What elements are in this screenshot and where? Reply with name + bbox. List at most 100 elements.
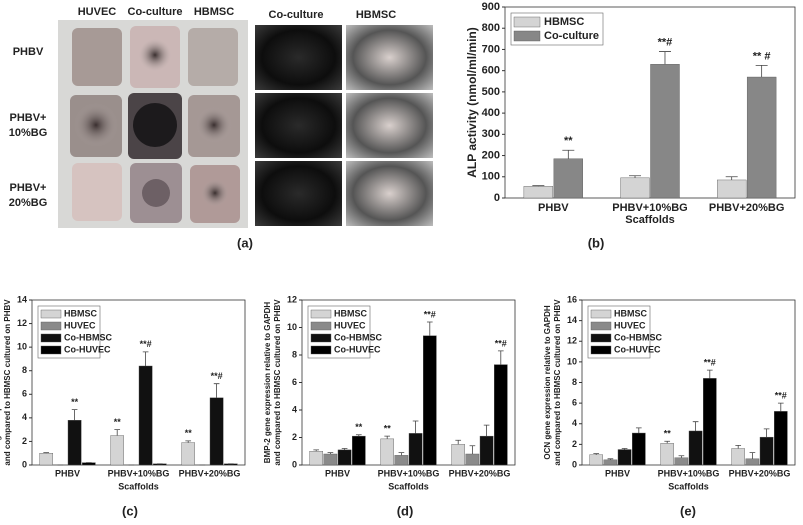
error-bar <box>327 452 334 454</box>
significance-label: ** <box>384 424 392 434</box>
y-tick-label: 4 <box>22 412 27 422</box>
bar <box>717 179 747 199</box>
bar <box>39 453 53 466</box>
micrographs <box>255 25 433 226</box>
y-tick-label: 14 <box>567 315 577 325</box>
error-bar <box>664 440 671 444</box>
bar <box>589 454 603 466</box>
bar <box>451 444 466 466</box>
row-label: 10%BG <box>9 127 48 139</box>
y-tick-label: 10 <box>567 356 577 366</box>
bar <box>380 438 395 466</box>
x-axis-label: Scaffolds <box>625 214 675 226</box>
error-bar <box>706 369 713 379</box>
y-tick-label: 2 <box>292 432 297 442</box>
bar <box>660 443 674 466</box>
y-axis-label: ALP gene expression relative to GAPDH <box>0 306 2 459</box>
legend-swatch <box>310 309 332 319</box>
legend-label: Co-HBMSC <box>614 332 662 342</box>
error-bar <box>341 448 348 450</box>
error-bar <box>114 429 121 436</box>
y-axis-label: BMP-2 gene expression relative to GAPDH <box>263 302 272 464</box>
legend-swatch <box>40 333 62 343</box>
plot-frame <box>504 6 796 199</box>
bar <box>553 158 583 199</box>
legend-swatch <box>40 309 62 319</box>
x-axis-label: Scaffolds <box>118 481 159 491</box>
bar <box>110 435 124 466</box>
bar <box>620 177 650 199</box>
y-tick-label: 8 <box>572 377 577 387</box>
x-axis-label: Scaffolds <box>668 481 709 491</box>
significance-label: ** <box>114 417 122 427</box>
significance-label: **# <box>140 339 152 349</box>
y-tick-label: 12 <box>17 318 27 328</box>
y-tick-label: 8 <box>22 365 27 375</box>
x-tick-label: PHBV+10%BG <box>658 468 720 478</box>
y-axis-label: OCN gene expression relative to GAPDH <box>543 305 552 459</box>
significance-label: **# <box>424 309 436 319</box>
panel-label: (e) <box>680 503 696 518</box>
error-bar <box>562 149 575 159</box>
y-tick-label: 4 <box>292 404 297 414</box>
legend-label: HBMSC <box>614 308 647 318</box>
significance-label: ** <box>355 422 363 432</box>
x-tick-label: PHBV+20%BG <box>179 468 241 478</box>
significance-label: **# <box>658 36 673 48</box>
legend-label: Co-HBMSC <box>64 332 112 342</box>
chart: 0 100 200 300 400 500 600 700 800 900 PHBV ** PHBV+1… <box>465 1 796 226</box>
y-tick-label: 0 <box>292 459 297 469</box>
bar <box>731 448 745 466</box>
error-bar <box>398 452 405 456</box>
legend-swatch <box>310 333 332 343</box>
bar <box>181 442 196 466</box>
bar <box>394 455 409 466</box>
y-tick-label: 10 <box>17 342 27 352</box>
error-bar <box>313 449 320 452</box>
error-bar <box>483 424 490 437</box>
bar <box>67 420 82 466</box>
bar <box>523 186 554 199</box>
error-bar <box>43 452 50 454</box>
bar <box>674 457 689 466</box>
error-bar <box>355 434 362 437</box>
bar <box>746 76 777 199</box>
panel-label: (b) <box>588 235 605 250</box>
error-bar <box>71 409 78 421</box>
bar <box>323 453 338 466</box>
y-tick-label: 14 <box>17 294 27 304</box>
legend-label: HUVEC <box>614 320 646 330</box>
significance-label: **# <box>775 391 787 401</box>
legend-swatch <box>310 321 332 331</box>
legend-swatch <box>590 345 612 355</box>
column-label: Co-culture <box>128 6 183 18</box>
bar <box>703 378 717 466</box>
error-bar <box>621 448 628 450</box>
y-tick-label: 500 <box>482 86 500 98</box>
x-tick-label: PHBV <box>325 468 350 478</box>
error-bar <box>629 175 642 178</box>
legend-label: Co-HUVEC <box>64 344 111 354</box>
panel-label: (c) <box>122 503 138 518</box>
error-bar <box>749 452 756 459</box>
y-tick-label: 16 <box>567 294 577 304</box>
y-tick-label: 2 <box>22 436 27 446</box>
bar <box>479 435 494 466</box>
bar <box>423 335 437 466</box>
legend-label: Co-culture <box>544 30 599 42</box>
y-axis-label: and compared to HBMSC cultured on PHBV <box>553 299 562 466</box>
significance-label: ** <box>564 135 573 147</box>
legend-label: HBMSC <box>544 16 584 28</box>
legend-swatch <box>590 321 612 331</box>
panel-label: (a) <box>237 235 253 250</box>
x-tick-label: PHBV+10%BG <box>612 202 688 214</box>
bar <box>688 430 703 466</box>
bar <box>774 411 788 466</box>
error-bar <box>607 458 614 460</box>
error-bar <box>755 64 768 78</box>
significance-label: **# <box>704 358 716 368</box>
y-tick-label: 0 <box>494 192 500 204</box>
y-tick-label: 10 <box>287 322 297 332</box>
error-bar <box>725 176 738 180</box>
x-tick-label: PHBV <box>55 468 80 478</box>
